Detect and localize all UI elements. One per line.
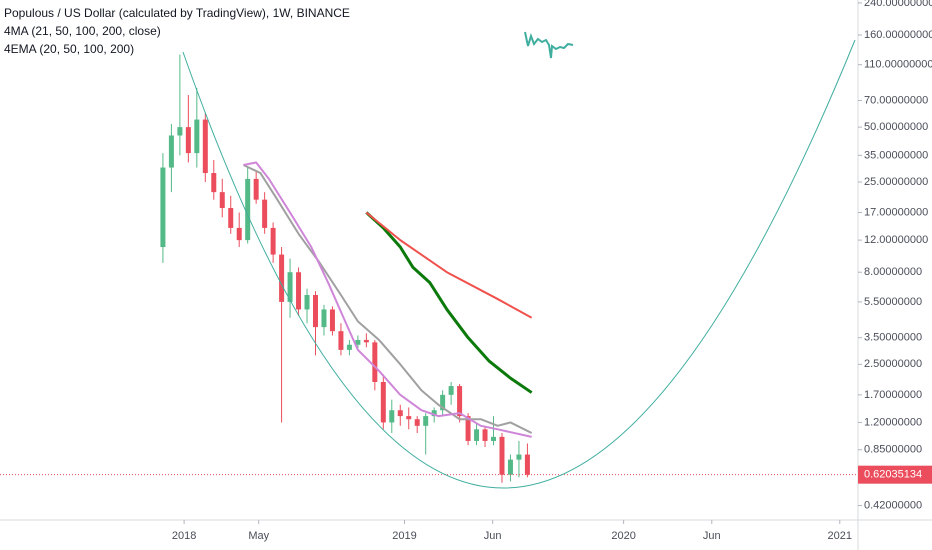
candle-body <box>304 295 310 310</box>
x-tick-label: Jun <box>703 530 721 542</box>
y-tick-label: 50.00000000 <box>864 121 928 133</box>
candle-body <box>474 429 480 441</box>
y-tick-label: 17.00000000 <box>864 206 928 218</box>
y-tick-label: 5.50000000 <box>864 296 922 308</box>
candle-body <box>423 416 429 426</box>
last-price-box <box>858 465 932 484</box>
indicator-line <box>365 211 533 319</box>
candle-body <box>219 192 225 209</box>
indicator-line <box>243 164 533 434</box>
candle-body <box>296 272 302 310</box>
y-tick-label: 240.00000000 <box>864 0 932 9</box>
candle-body <box>431 410 437 417</box>
x-tick-label: Jun <box>484 530 502 542</box>
candle-body <box>491 436 497 441</box>
parabola-drawing <box>182 39 856 489</box>
candle-body <box>202 119 208 174</box>
candle-body <box>440 394 446 411</box>
candle-body <box>270 227 276 255</box>
candle-body <box>389 410 395 423</box>
indicator-legend[interactable]: 4EMA (20, 50, 100, 200) <box>4 42 134 56</box>
y-tick-label: 0.85000000 <box>864 444 922 456</box>
candle-body <box>355 339 361 345</box>
candle-body <box>448 386 454 395</box>
symbol-title: Populous / US Dollar (calculated by Trad… <box>4 6 350 20</box>
candle-body <box>406 416 412 420</box>
candle-body <box>279 254 285 302</box>
y-tick-label: 12.00000000 <box>864 234 928 246</box>
x-tick-label: May <box>248 530 269 542</box>
candle-body <box>482 429 488 441</box>
y-tick-label: 1.70000000 <box>864 389 922 401</box>
y-tick-label: 2.50000000 <box>864 358 922 370</box>
y-tick-label: 3.50000000 <box>864 332 922 344</box>
candle-body <box>346 344 352 350</box>
y-tick-label: 8.00000000 <box>864 266 922 278</box>
plot <box>0 54 858 483</box>
candle-body <box>499 436 505 475</box>
candle-body <box>524 454 530 475</box>
candle-body <box>194 119 200 154</box>
candle-body <box>397 410 403 417</box>
indicator-legend[interactable]: 4MA (21, 50, 100, 200, close) <box>4 24 161 38</box>
candle-body <box>507 459 513 475</box>
x-tick-label: 2021 <box>828 530 852 542</box>
brush-drawing <box>524 31 574 59</box>
y-tick-label: 110.00000000 <box>864 59 932 71</box>
candle-body <box>253 178 259 200</box>
candle-body <box>380 381 386 423</box>
candle-body <box>211 173 217 193</box>
candle-body <box>245 178 251 241</box>
candle-body <box>262 199 268 228</box>
candle-body <box>516 454 522 460</box>
candle-body <box>312 295 318 328</box>
candle-body <box>457 386 463 417</box>
candle-body <box>329 309 335 332</box>
candle-body <box>160 167 166 248</box>
indicator-line <box>365 211 533 394</box>
x-tick-label: 2020 <box>611 530 635 542</box>
y-tick-label: 25.00000000 <box>864 176 928 188</box>
candle-body <box>321 309 327 328</box>
candle-body <box>363 339 369 343</box>
indicator-line <box>243 161 532 438</box>
candle-body <box>228 208 234 228</box>
candle-body <box>185 127 191 154</box>
y-tick-label: 1.20000000 <box>864 416 922 428</box>
x-tick-label: 2018 <box>172 530 196 542</box>
candle-body <box>168 135 174 168</box>
candle-body <box>338 331 344 350</box>
last-price-label: 0.62035134 <box>864 469 922 481</box>
candle-body <box>465 416 471 441</box>
y-tick-label: 35.00000000 <box>864 149 928 161</box>
candle-body <box>287 272 293 302</box>
candle-body <box>414 419 420 426</box>
candle-body <box>236 227 242 241</box>
y-tick-label: 160.00000000 <box>864 29 932 41</box>
y-tick-label: 0.42000000 <box>864 499 922 511</box>
y-tick-label: 70.00000000 <box>864 94 928 106</box>
x-tick-label: 2019 <box>392 530 416 542</box>
candle-body <box>372 342 378 382</box>
candle-body <box>177 127 183 136</box>
